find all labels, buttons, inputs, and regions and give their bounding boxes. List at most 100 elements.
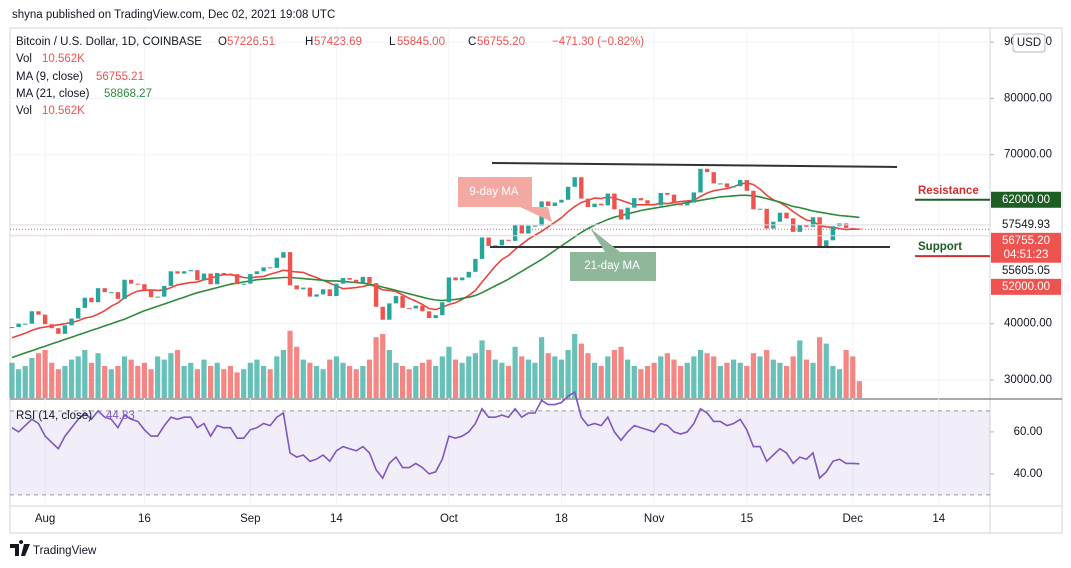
candle: [618, 209, 624, 220]
candle: [142, 284, 147, 291]
candle: [241, 283, 246, 285]
candle: [751, 190, 756, 210]
price-label: 55605.05: [1002, 265, 1050, 277]
candle: [671, 194, 677, 204]
volume-bar: [783, 366, 790, 398]
candle: [724, 183, 730, 188]
candle: [579, 177, 584, 199]
volume-bar: [671, 359, 677, 398]
candle: [95, 288, 101, 303]
volume-bar: [29, 358, 35, 398]
volume-bar: [366, 359, 373, 398]
candle: [23, 323, 28, 325]
ma-line: [11, 182, 860, 339]
candle: [400, 296, 405, 308]
candle: [340, 278, 346, 284]
candle: [704, 168, 710, 173]
volume-bar: [730, 359, 737, 398]
rsi-value: 44.83: [106, 410, 135, 422]
volume-bar: [88, 362, 95, 398]
volume-bar: [658, 356, 664, 398]
candle: [181, 271, 187, 274]
candle: [201, 273, 207, 281]
volume-bar: [664, 353, 670, 398]
volume-bar: [168, 353, 174, 398]
volume-bar: [843, 350, 849, 398]
candle: [49, 324, 54, 329]
candle: [843, 223, 849, 228]
volume-bar: [55, 369, 61, 398]
rsi-label: RSI (14, close): [16, 410, 92, 422]
candle: [387, 303, 392, 320]
ohlc-label: H: [305, 36, 313, 48]
volume-bar: [777, 362, 783, 398]
volume-bar: [618, 346, 624, 398]
candle: [797, 224, 802, 232]
candle: [234, 274, 240, 285]
volume-bar: [605, 356, 611, 398]
volume-bar: [459, 362, 465, 398]
volume-bar: [102, 366, 108, 398]
candle: [519, 225, 524, 234]
price-label-box: [991, 278, 1061, 295]
volume-bar: [505, 366, 512, 398]
volume-bar: [347, 366, 353, 398]
volume-bar: [823, 343, 829, 398]
volume-bar: [744, 366, 750, 398]
candle: [559, 199, 564, 203]
volume-bar: [49, 362, 55, 398]
candle: [605, 193, 610, 206]
volume-bar: [611, 350, 618, 398]
candle: [612, 193, 617, 210]
candle: [327, 289, 332, 297]
candle: [824, 240, 829, 248]
volume-bar: [174, 350, 181, 398]
volume-bar: [479, 340, 485, 398]
frame: [9, 27, 1063, 534]
volume-bar: [446, 346, 452, 398]
candle: [625, 207, 630, 220]
candle: [731, 186, 736, 188]
vol-value: 10.562K: [42, 105, 85, 117]
volume-bar: [214, 362, 220, 398]
change: −471.30 (−0.82%): [552, 36, 644, 48]
currency-box: [1012, 33, 1046, 53]
volume-bar: [340, 362, 346, 398]
volume-bar: [121, 356, 128, 398]
candle: [82, 297, 88, 308]
countdown: 04:51:23: [1004, 249, 1049, 261]
candle: [9, 327, 15, 329]
candle: [572, 177, 577, 187]
ma9-callout: 9-day MA: [458, 177, 552, 222]
candle: [287, 252, 293, 286]
candle: [764, 208, 769, 229]
candle: [473, 258, 478, 272]
y-tick-label: 70000.00: [1004, 149, 1052, 161]
candle: [228, 273, 233, 275]
x-tick-label: 14: [932, 513, 945, 525]
candle: [29, 311, 35, 324]
callout-label: 21-day MA: [584, 260, 640, 272]
price-label: 57549.93: [1002, 219, 1050, 231]
candle: [711, 172, 716, 184]
y-tick-label: 60.00: [1014, 426, 1043, 438]
volume-bar: [9, 362, 15, 398]
volume-bar: [764, 350, 770, 398]
volume-bar: [267, 369, 273, 398]
candle: [155, 296, 160, 298]
candle: [718, 183, 723, 185]
volume-bar: [208, 366, 214, 398]
candle: [135, 283, 140, 285]
volume-bar: [638, 369, 644, 398]
volume-bar: [201, 359, 207, 398]
candle: [274, 257, 279, 268]
candle: [102, 288, 107, 293]
y-tick-label: 30000.00: [1004, 374, 1052, 386]
legend-header: Bitcoin / U.S. Dollar, 1D, COINBASE O 57…: [16, 36, 644, 422]
candle: [360, 276, 366, 283]
volume-bar: [386, 350, 392, 398]
volume-bar: [678, 366, 684, 398]
candle: [645, 200, 650, 204]
candle: [380, 306, 385, 320]
volume-bar: [254, 359, 260, 398]
